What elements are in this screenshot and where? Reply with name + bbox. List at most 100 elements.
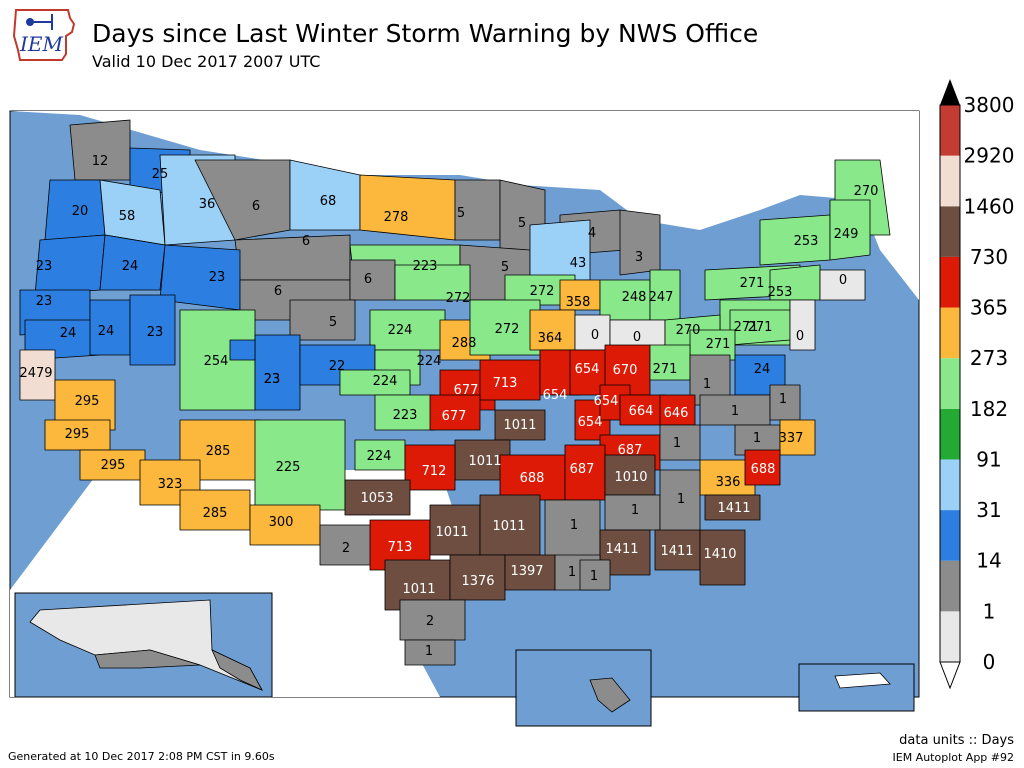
wfo-label-tulsa: 1011 <box>468 454 501 469</box>
wfo-label-houston: 1376 <box>461 574 494 589</box>
wfo-label-shreveport: 1011 <box>492 519 525 534</box>
wfo-region-jacksonville <box>699 529 746 586</box>
wfo-label-grand-rapids: 248 <box>622 290 647 305</box>
wfo-label-charleston-wv: 271 <box>653 362 678 377</box>
wfo-label-salt-lake-city: 254 <box>204 354 229 369</box>
wfo-label-denver: 22 <box>329 359 346 374</box>
wfo-region-corpus-christi <box>399 599 466 641</box>
wfo-region-boise <box>99 234 166 291</box>
colorbar-tick-730: 730 <box>970 245 1008 269</box>
wfo-label-cheyenne: 5 <box>329 315 337 330</box>
wfo-region-columbia <box>704 494 761 521</box>
wfo-label-amarillo: 224 <box>367 449 392 464</box>
wfo-region-las-vegas <box>54 379 116 431</box>
wfo-label-pendleton: 58 <box>119 209 136 224</box>
wfo-label-raleigh: 1 <box>753 431 761 446</box>
wfo-label-gaylord: 3 <box>635 250 643 265</box>
colorbar-tick-2920: 2920 <box>964 144 1015 168</box>
wfo-label-san-diego: 295 <box>101 458 126 473</box>
wfo-label-st-louis: 654 <box>578 415 603 430</box>
colorbar-tick-1460: 1460 <box>964 194 1015 218</box>
wfo-label-birmingham: 1 <box>631 503 639 518</box>
wfo-label-boise: 24 <box>122 259 139 274</box>
wfo-label-missoula: 36 <box>199 197 216 212</box>
hawaii-inset <box>515 649 652 727</box>
wfo-label-pocatello: 23 <box>209 270 226 285</box>
wfo-regions <box>19 119 891 666</box>
colorbar-bin-10 <box>940 105 960 156</box>
wfo-region-gaylord <box>619 209 661 276</box>
wfo-region-seattle <box>69 119 131 181</box>
colorbar-bin-0 <box>940 611 960 662</box>
wfo-label-seattle: 12 <box>92 154 109 169</box>
wfo-region-wilmington-nc <box>744 449 781 486</box>
wfo-label-marquette: 4 <box>588 226 596 241</box>
colorbar-bin-6 <box>940 307 960 359</box>
colorbar-bin-4 <box>940 408 960 460</box>
wfo-label-medford: 23 <box>36 259 53 274</box>
wfo-label-state-college: 271 <box>748 320 773 335</box>
wfo-label-des-moines: 272 <box>495 322 520 337</box>
wfo-label-wichita: 677 <box>442 409 467 424</box>
wfo-region-brownsville <box>404 639 456 666</box>
colorbar-bin-8 <box>940 206 960 257</box>
wfo-label-kansas-city: 713 <box>493 376 518 391</box>
wfo-label-albany: 253 <box>768 285 793 300</box>
colorbar-bin-9 <box>940 155 960 207</box>
wfo-label-la-crosse: 272 <box>530 284 555 299</box>
wfo-region-houston <box>449 554 506 601</box>
colorbar-tick-1: 1 <box>983 599 996 623</box>
wfo-label-green-bay: 43 <box>570 256 587 271</box>
wfo-label-tallahassee: 1411 <box>605 542 638 557</box>
data-units-label: data units :: Days <box>899 733 1014 748</box>
puerto-rico-inset <box>798 663 915 712</box>
wfo-label-spokane: 25 <box>152 167 169 182</box>
wfo-region-wichita <box>429 394 481 431</box>
wfo-label-los-angeles: 295 <box>65 427 90 442</box>
wfo-label-detroit: 247 <box>649 290 674 305</box>
wfo-label-fort-worth: 1011 <box>435 525 468 540</box>
wfo-label-wilmington-nc: 688 <box>751 462 776 477</box>
wfo-label-mt-holly: 271 <box>706 337 731 352</box>
colorbar-bin-5 <box>940 358 960 409</box>
wfo-label-austin-san-antonio: 1011 <box>402 582 435 597</box>
wfo-label-las-vegas: 295 <box>75 394 100 409</box>
wfo-label-memphis: 687 <box>570 462 595 477</box>
wfo-region-pueblo <box>229 339 256 361</box>
wfo-label-pueblo: 23 <box>264 372 281 387</box>
wfo-label-columbia: 1411 <box>717 501 750 516</box>
wfo-label-great-falls: 6 <box>252 199 260 214</box>
wfo-label-goodland: 224 <box>373 374 398 389</box>
wfo-region-mobile <box>579 559 611 591</box>
colorbar-bin-1 <box>940 560 960 612</box>
wfo-label-billings: 6 <box>302 234 310 249</box>
wfo-label-louisville: 664 <box>629 404 654 419</box>
iem-logo: IEM <box>12 6 78 64</box>
wfo-label-paducah: 654 <box>594 394 619 409</box>
alaska-panhandle <box>211 649 263 691</box>
canada-land <box>10 111 919 300</box>
wfo-label-mobile: 1 <box>590 569 598 584</box>
wfo-label-chicago: 364 <box>538 331 563 346</box>
wfo-label-huntsville: 1010 <box>614 470 647 485</box>
colorbar-tick-14: 14 <box>976 549 1001 573</box>
wfo-label-brownsville: 1 <box>425 644 433 659</box>
wfo-label-san-francisco: 2479 <box>19 366 52 381</box>
iowa-outline-icon <box>12 9 76 61</box>
wfo-label-binghamton: 271 <box>734 320 759 335</box>
wfo-label-wilmington-oh: 670 <box>613 363 638 378</box>
wfo-label-jackson-ky: 646 <box>664 406 689 421</box>
wfo-label-san-angelo: 713 <box>388 540 413 555</box>
wfo-label-norman: 712 <box>422 464 447 479</box>
wfo-region-green-bay <box>529 219 591 281</box>
wfo-label-sioux-falls: 272 <box>446 291 471 306</box>
wfo-label-glasgow: 68 <box>320 194 337 209</box>
wfo-label-albuquerque: 225 <box>276 460 301 475</box>
wfo-label-indianapolis: 654 <box>575 362 600 377</box>
wfo-label-morristown: 1 <box>673 436 681 451</box>
wfo-label-reno: 24 <box>98 324 115 339</box>
wfo-region-norman <box>404 444 456 491</box>
wfo-region-gray <box>829 199 871 261</box>
wfo-label-boston: 0 <box>839 273 847 288</box>
